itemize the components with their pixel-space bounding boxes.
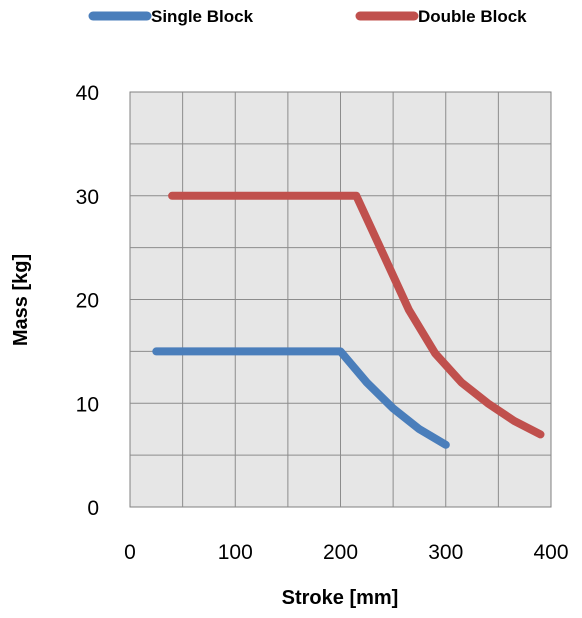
tick-labels: 0 100 200 300 400 0 10 20 30 40 xyxy=(76,82,569,564)
series-lines xyxy=(152,191,545,449)
x-tick-label-100: 100 xyxy=(218,541,253,564)
x-tick-label-0: 0 xyxy=(124,541,136,564)
grid xyxy=(130,92,551,507)
y-tick-label-30: 30 xyxy=(76,186,99,209)
y-tick-label-20: 20 xyxy=(76,290,99,313)
x-axis-title: Stroke [mm] xyxy=(282,587,399,609)
x-tick-label-300: 300 xyxy=(428,541,463,564)
y-tick-label-0: 0 xyxy=(87,497,99,520)
y-tick-label-10: 10 xyxy=(76,393,99,416)
x-tick-label-200: 200 xyxy=(323,541,358,564)
legend-label-single-block: Single Block xyxy=(151,7,254,26)
series-line-single-block xyxy=(152,347,450,449)
legend: Single Block Double Block xyxy=(88,7,527,26)
legend-entry-double-block[interactable]: Double Block xyxy=(355,7,527,26)
y-tick-label-40: 40 xyxy=(76,82,99,105)
x-tick-label-400: 400 xyxy=(533,541,568,564)
series-line-double-block xyxy=(168,191,545,439)
legend-entry-single-block[interactable]: Single Block xyxy=(88,7,254,26)
legend-label-double-block: Double Block xyxy=(418,7,527,26)
y-axis-title: Mass [kg] xyxy=(10,254,32,346)
